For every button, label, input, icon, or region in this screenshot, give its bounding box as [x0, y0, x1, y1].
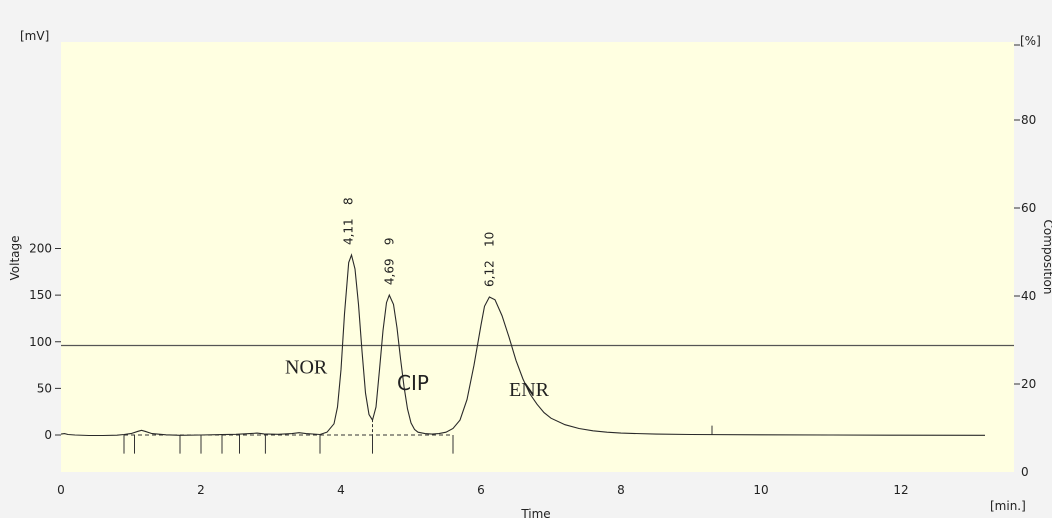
- y2-tick-label: 40: [1021, 289, 1036, 303]
- peak-label: 4,11 8: [342, 197, 356, 245]
- compound-annotation: ENR: [509, 379, 550, 401]
- peak-label: 4,69 9: [382, 237, 396, 285]
- y-tick-label: 50: [37, 381, 52, 395]
- peak-label: 6,12 10: [482, 232, 496, 287]
- plot-area: [61, 42, 1014, 472]
- peak-number: 8: [342, 197, 356, 205]
- chromatogram-trace: [60, 253, 986, 437]
- x-tick-label: 10: [753, 483, 768, 497]
- x-axis-label: Time: [520, 507, 550, 518]
- peak-retention-time: 6,12: [482, 260, 496, 287]
- y2-unit-label: [%]: [1020, 34, 1041, 48]
- x-unit-label: [min.]: [990, 499, 1026, 513]
- y-unit-label: [mV]: [20, 29, 49, 43]
- compound-annotation: NOR: [285, 356, 328, 378]
- peak-retention-time: 4,11: [342, 218, 356, 245]
- y-tick-label: 100: [29, 335, 52, 349]
- peak-retention-time: 4,69: [382, 258, 396, 285]
- y-tick-label: 150: [29, 288, 52, 302]
- peak-number: 10: [482, 232, 496, 247]
- peak-number: 9: [382, 237, 396, 245]
- y-tick-label: 0: [44, 428, 52, 442]
- y2-tick-label: 80: [1021, 113, 1036, 127]
- y2-tick-label: 20: [1021, 377, 1036, 391]
- y-tick-label: 200: [29, 242, 52, 256]
- x-tick-label: 12: [893, 483, 908, 497]
- chart-marks: 4,11 8 4,69 9 6,12 10 NOR CIP ENR: [60, 197, 1014, 454]
- x-tick-label: 0: [57, 483, 65, 497]
- y2-tick-label: 60: [1021, 201, 1036, 215]
- x-tick-label: 2: [197, 483, 205, 497]
- x-tick-label: 4: [337, 483, 345, 497]
- y2-tick-label: 0: [1021, 465, 1029, 479]
- x-tick-label: 6: [477, 483, 485, 497]
- y2-axis-label: Composition: [1041, 220, 1052, 295]
- y-axis-label: Voltage: [8, 235, 22, 280]
- x-tick-label: 8: [617, 483, 625, 497]
- compound-annotation: CIP: [397, 371, 429, 395]
- axes: 0 50 100 150 200 0 20 40 60 80 0 2 4 6 8 10 12: [29, 44, 1036, 497]
